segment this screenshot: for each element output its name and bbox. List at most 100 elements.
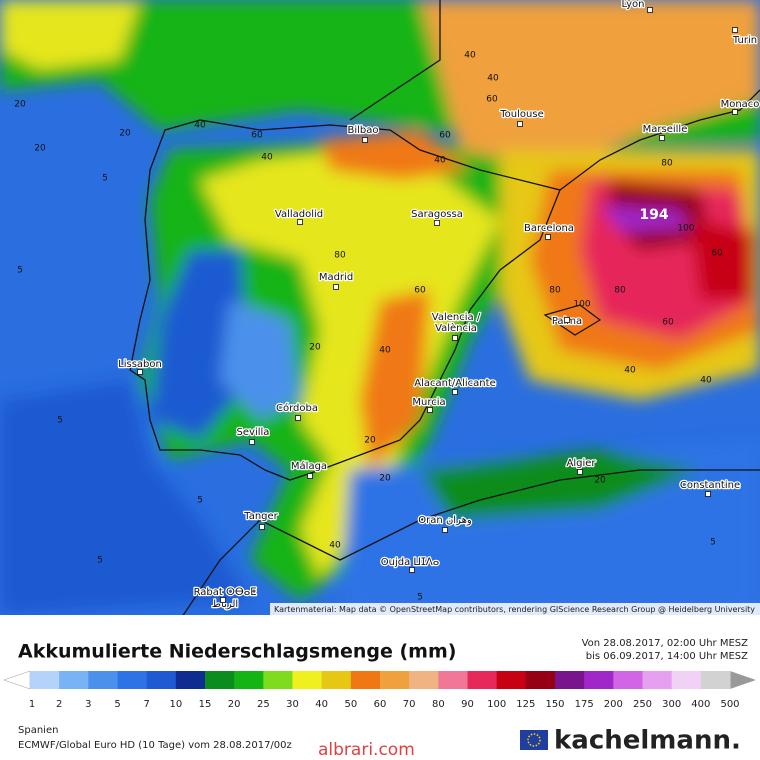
contour-label: 40 <box>379 346 391 356</box>
contour-label: 60 <box>711 249 723 259</box>
city-marker <box>427 407 433 413</box>
contour-label: 5 <box>17 266 23 276</box>
contour-label: 100 <box>677 224 694 234</box>
city-label: València <box>435 322 477 334</box>
legend-tick: 40 <box>315 699 328 710</box>
model: ECMWF/Global Euro HD (10 Tage) vom 28.08… <box>18 740 292 751</box>
contour-label: 40 <box>434 156 446 166</box>
brand: kachelmann. <box>554 726 741 756</box>
eu-stars <box>527 733 541 747</box>
contour-label: 60 <box>662 318 674 328</box>
contour-label: 5 <box>102 174 108 184</box>
city-label: Lyon <box>621 0 644 10</box>
attribution-bg <box>270 603 760 615</box>
city-label: Málaga <box>291 460 327 472</box>
legend-swatch <box>321 671 352 689</box>
contour-label: 40 <box>464 51 476 61</box>
legend-swatch <box>234 671 264 689</box>
legend-swatch <box>30 671 60 689</box>
title: Akkumulierte Niederschlagsmenge (mm) <box>18 641 456 663</box>
contour-label: 80 <box>334 251 346 261</box>
island <box>543 304 602 336</box>
legend-swatch <box>117 671 148 689</box>
contour-label: 20 <box>119 129 131 139</box>
legend-swatch <box>350 671 381 689</box>
legend-tick: 250 <box>633 699 652 710</box>
city-marker <box>659 135 665 141</box>
contour-label: 80 <box>661 159 673 169</box>
city-marker <box>434 220 440 226</box>
max-label: 194 <box>639 207 668 223</box>
legend-tick: 20 <box>228 699 241 710</box>
legend-swatch <box>175 671 206 689</box>
legend-swatch <box>584 671 614 689</box>
legend-swatch <box>263 671 293 689</box>
legend-swatch <box>700 671 731 689</box>
legend-tick: 2 <box>56 699 62 710</box>
legend-swatch <box>380 671 410 689</box>
city-label: Oran وهران <box>418 515 472 526</box>
legend-tick: 125 <box>516 699 535 710</box>
contour-label: 60 <box>251 131 263 141</box>
city-label: Oujda ⵡⵊⴷⴰ <box>381 557 440 568</box>
legend-tick: 70 <box>403 699 416 710</box>
city-label: Sevilla <box>237 427 270 438</box>
legend-tick: 100 <box>487 699 506 710</box>
period-to: bis 06.09.2017, 14:00 Uhr MESZ <box>586 651 748 662</box>
legend-swatch <box>205 671 235 689</box>
contour-label: 5 <box>197 496 203 506</box>
city-label: Algier <box>566 458 596 469</box>
city-label: Rabat ⵔⴱⴰⵟ <box>194 587 257 598</box>
city-marker <box>647 7 653 13</box>
city-marker <box>577 469 583 475</box>
city-label: Toulouse <box>499 109 543 120</box>
city-label: Madrid <box>319 272 353 283</box>
city-label: Valencia / <box>432 312 481 323</box>
city-label: Marseille <box>643 124 688 135</box>
legend-swatch <box>467 671 498 689</box>
city-marker <box>362 137 368 143</box>
contour-label: 20 <box>379 474 391 484</box>
city-marker <box>442 527 448 533</box>
city-marker <box>732 27 738 33</box>
city-label: Bilbao <box>347 125 378 136</box>
contour-label: 40 <box>261 153 273 163</box>
legend-tick: 3 <box>85 699 91 710</box>
attribution: Kartenmaterial: Map data © OpenStreetMap… <box>274 605 755 614</box>
legend-swatch <box>613 671 643 689</box>
legend-tick: 7 <box>143 699 149 710</box>
city-marker <box>517 121 523 127</box>
city-label: Tanger <box>243 511 278 522</box>
contour-label: 5 <box>417 593 423 603</box>
legend-tick: 25 <box>257 699 270 710</box>
contour-label: 40 <box>624 366 636 376</box>
city-label: Murcia <box>412 397 445 408</box>
contour-label: 60 <box>486 95 498 105</box>
coastline <box>129 119 561 481</box>
city-marker <box>220 597 226 603</box>
contour-label: 20 <box>364 436 376 446</box>
contour-label: 20 <box>309 343 321 353</box>
contour-label: 20 <box>14 100 26 110</box>
legend-swatch <box>642 671 673 689</box>
legend-tick: 200 <box>604 699 623 710</box>
city-label: Barcelona <box>524 223 574 234</box>
coastline <box>182 0 760 615</box>
city-marker <box>452 335 458 341</box>
legend-tick: 80 <box>432 699 445 710</box>
contour-label: 20 <box>594 476 606 486</box>
contour-label: 60 <box>414 286 426 296</box>
legend-swatch <box>88 671 118 689</box>
city-marker <box>452 389 458 395</box>
city-label: Turin <box>732 35 757 46</box>
city-marker <box>705 491 711 497</box>
region: Spanien <box>18 725 58 736</box>
contour-label: 5 <box>97 556 103 566</box>
legend: 1 2 3 5 7 10 15 20 25 30 40 50 60 70 80 90 100 125 150 175 2… <box>3 670 756 710</box>
eu-flag <box>520 730 548 750</box>
legend-tick: 50 <box>344 699 357 710</box>
city-marker <box>295 415 301 421</box>
legend-swatch <box>409 671 439 689</box>
city-marker <box>409 567 415 573</box>
city-label: Monaco <box>721 99 760 110</box>
